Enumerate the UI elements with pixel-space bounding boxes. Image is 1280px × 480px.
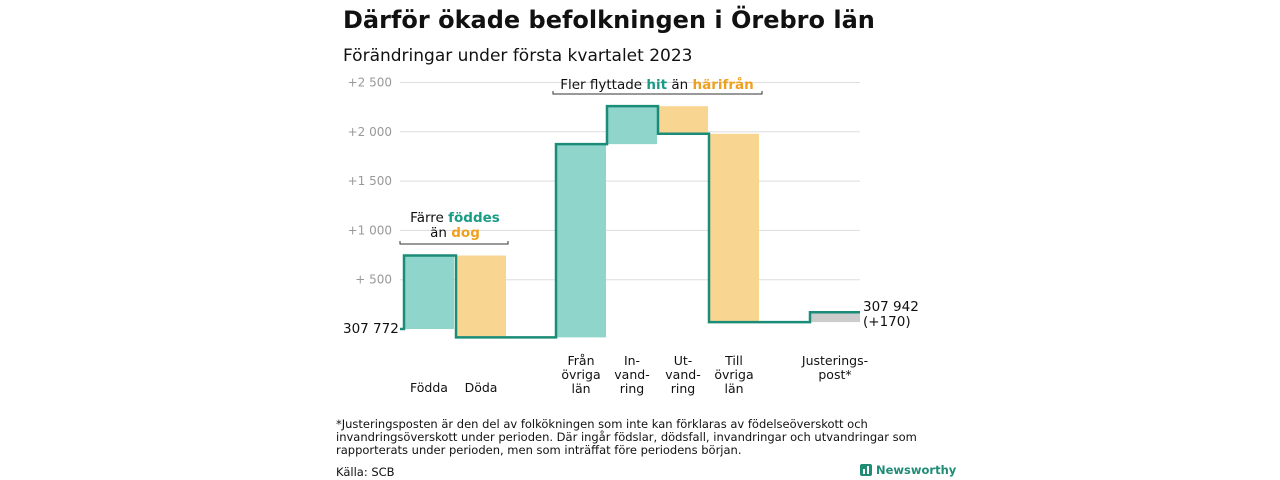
end-value-label: (+170) [863,314,911,330]
start-value-label: 307 772 [343,321,399,337]
brand-name: Newsworthy [876,463,957,477]
annotation-span: än [430,225,451,241]
category-label: post* [818,367,851,382]
waterfall-bar [810,312,860,323]
category-label: övriga [561,367,600,382]
newsworthy-icon [860,464,872,476]
category-label: Justerings- [801,353,868,368]
annotation-span: Fler flyttade [560,77,646,93]
chart-subtitle: Förändringar under första kvartalet 2023 [343,46,693,66]
category-label: län [724,381,743,396]
y-tick-label: +2 000 [348,125,392,139]
annotation-text: Fler flyttade hit än härifrån [560,76,754,93]
annotation-span: Färre [410,210,448,226]
annotation-bracket [552,91,763,95]
category-label: övriga [714,367,753,382]
waterfall-bar [404,255,454,329]
footnote: *Justeringsposten är den del av folkökni… [336,417,917,457]
end-value-label: 307 942 [863,299,919,315]
y-tick-label: +1 500 [348,174,392,188]
annotation-text: än dog [430,225,480,241]
category-label: Ut- [674,353,693,368]
annotation-span: än [667,77,692,93]
cumulative-line [400,104,860,339]
category-label: Födda [410,380,448,395]
annotation-span: hit [646,77,667,93]
category-label: län [571,381,590,396]
category-label: vand- [614,367,649,382]
category-label: vand- [665,367,700,382]
y-tick-label: +2 500 [348,76,392,90]
category-label: ring [671,381,695,396]
waterfall-bar [456,255,506,338]
category-label: ring [620,381,644,396]
y-tick-label: + 500 [355,273,392,287]
annotation-bracket [399,241,509,245]
waterfall-bar [709,133,759,323]
annotation-span: föddes [448,210,500,226]
waterfall-bar [556,144,606,338]
category-label: In- [624,353,640,368]
chart-title: Därför ökade befolkningen i Örebro län [343,6,875,34]
waterfall-bar [658,106,708,134]
annotation-span: härifrån [693,76,754,93]
annotation-text: Färre föddes [410,210,500,226]
category-label: Till [724,353,743,368]
source-label: Källa: SCB [336,465,395,479]
annotation-span: dog [451,225,480,241]
brand-logo: Newsworthy [860,463,956,477]
category-label: Från [567,353,594,368]
category-label: Döda [465,380,498,395]
y-tick-label: +1 000 [348,223,392,237]
waterfall-bar [607,106,657,145]
